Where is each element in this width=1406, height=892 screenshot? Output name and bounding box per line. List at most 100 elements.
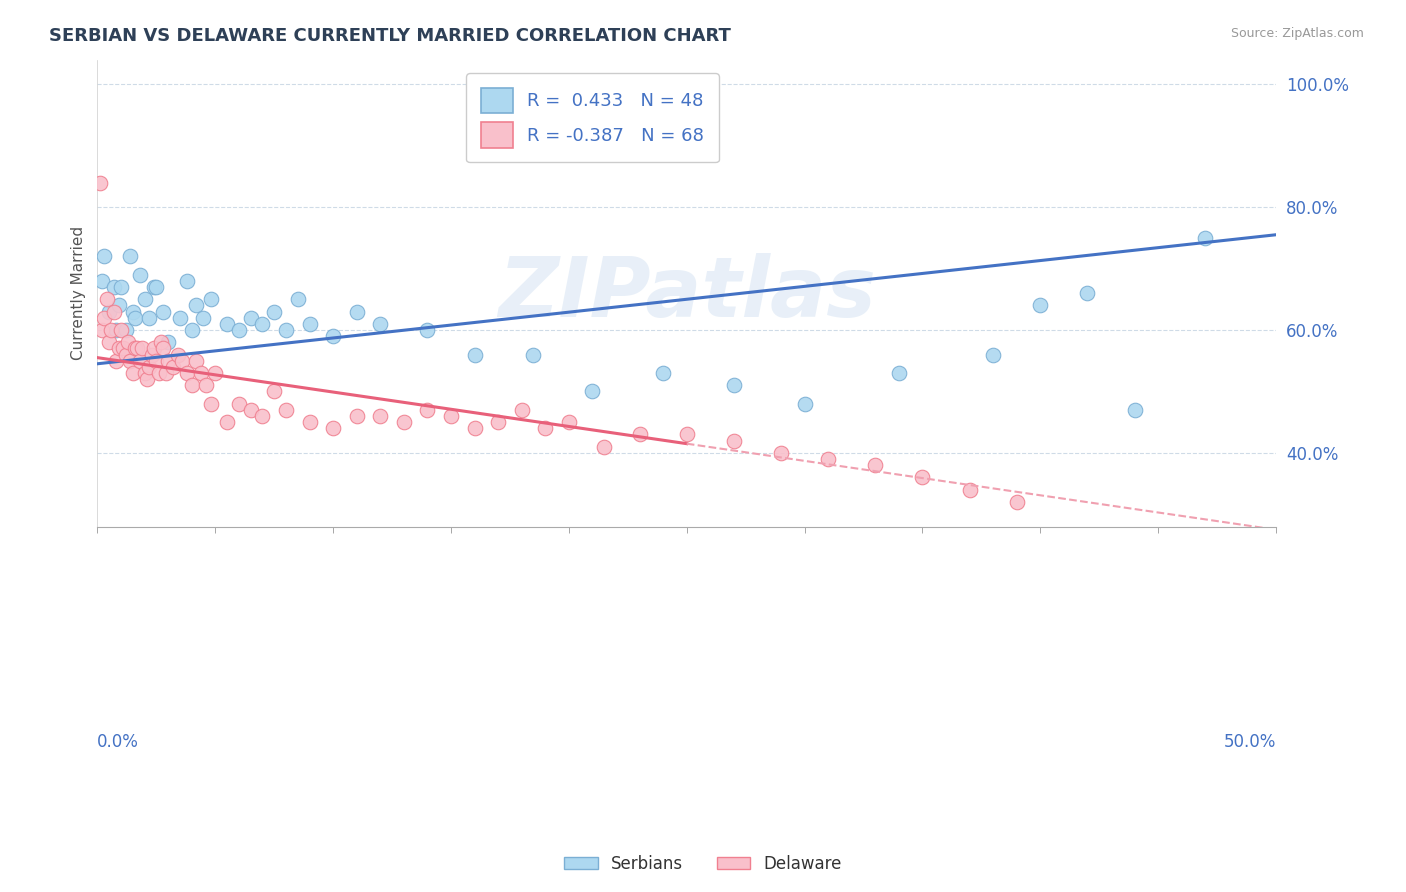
Point — [215, 317, 238, 331]
Point — [228, 397, 250, 411]
Point — [138, 359, 160, 374]
Point — [172, 353, 194, 368]
Point — [166, 347, 188, 361]
Point — [110, 280, 132, 294]
Legend: R =  0.433   N = 48, R = -0.387   N = 68: R = 0.433 N = 48, R = -0.387 N = 68 — [465, 73, 718, 162]
Point — [287, 292, 309, 306]
Point — [114, 323, 136, 337]
Text: ZIPatlas: ZIPatlas — [498, 252, 876, 334]
Point — [558, 415, 581, 429]
Point — [263, 304, 285, 318]
Point — [186, 298, 208, 312]
Point — [121, 304, 143, 318]
Point — [204, 366, 226, 380]
Point — [887, 366, 910, 380]
Point — [105, 323, 128, 337]
Point — [114, 347, 136, 361]
Point — [127, 342, 149, 356]
Point — [817, 452, 839, 467]
Point — [298, 415, 321, 429]
Point — [142, 342, 165, 356]
Point — [274, 323, 297, 337]
Point — [155, 366, 177, 380]
Point — [186, 353, 208, 368]
Text: SERBIAN VS DELAWARE CURRENTLY MARRIED CORRELATION CHART: SERBIAN VS DELAWARE CURRENTLY MARRIED CO… — [49, 27, 731, 45]
Point — [134, 292, 156, 306]
Point — [1076, 286, 1098, 301]
Point — [91, 274, 114, 288]
Point — [228, 323, 250, 337]
Point — [176, 274, 198, 288]
Point — [440, 409, 463, 423]
Point — [1029, 298, 1052, 312]
Point — [142, 280, 165, 294]
Point — [322, 329, 344, 343]
Point — [522, 347, 544, 361]
Point — [593, 440, 616, 454]
Point — [112, 342, 135, 356]
Point — [145, 353, 167, 368]
Point — [581, 384, 603, 399]
Point — [117, 335, 139, 350]
Point — [723, 434, 745, 448]
Point — [124, 310, 146, 325]
Point — [959, 483, 981, 497]
Legend: Serbians, Delaware: Serbians, Delaware — [558, 848, 848, 880]
Point — [274, 402, 297, 417]
Point — [120, 249, 142, 263]
Text: 0.0%: 0.0% — [97, 733, 139, 751]
Point — [368, 409, 391, 423]
Point — [464, 421, 486, 435]
Point — [416, 323, 439, 337]
Point — [124, 342, 146, 356]
Point — [1194, 231, 1216, 245]
Point — [134, 366, 156, 380]
Point — [120, 353, 142, 368]
Point — [263, 384, 285, 399]
Point — [675, 427, 697, 442]
Point — [128, 353, 150, 368]
Point — [105, 353, 128, 368]
Point — [723, 378, 745, 392]
Point — [215, 415, 238, 429]
Point — [628, 427, 651, 442]
Point — [252, 409, 274, 423]
Point — [152, 342, 174, 356]
Point — [110, 323, 132, 337]
Point — [486, 415, 509, 429]
Point — [98, 335, 121, 350]
Point — [91, 323, 114, 337]
Point — [1005, 495, 1028, 509]
Point — [194, 378, 217, 392]
Point — [135, 372, 157, 386]
Point — [176, 366, 198, 380]
Point — [981, 347, 1004, 361]
Point — [152, 304, 174, 318]
Point — [193, 310, 215, 325]
Point — [534, 421, 557, 435]
Point — [769, 446, 792, 460]
Point — [148, 366, 170, 380]
Point — [103, 280, 125, 294]
Point — [157, 335, 180, 350]
Point — [239, 402, 262, 417]
Point — [93, 249, 115, 263]
Point — [252, 317, 274, 331]
Y-axis label: Currently Married: Currently Married — [72, 226, 86, 360]
Point — [510, 402, 533, 417]
Point — [100, 323, 122, 337]
Point — [346, 409, 368, 423]
Point — [103, 304, 125, 318]
Point — [98, 304, 121, 318]
Point — [121, 366, 143, 380]
Point — [322, 421, 344, 435]
Point — [96, 292, 118, 306]
Point — [128, 268, 150, 282]
Point — [239, 310, 262, 325]
Point — [169, 310, 191, 325]
Point — [911, 470, 934, 484]
Point — [107, 342, 129, 356]
Point — [464, 347, 486, 361]
Point — [141, 347, 163, 361]
Point — [1123, 402, 1146, 417]
